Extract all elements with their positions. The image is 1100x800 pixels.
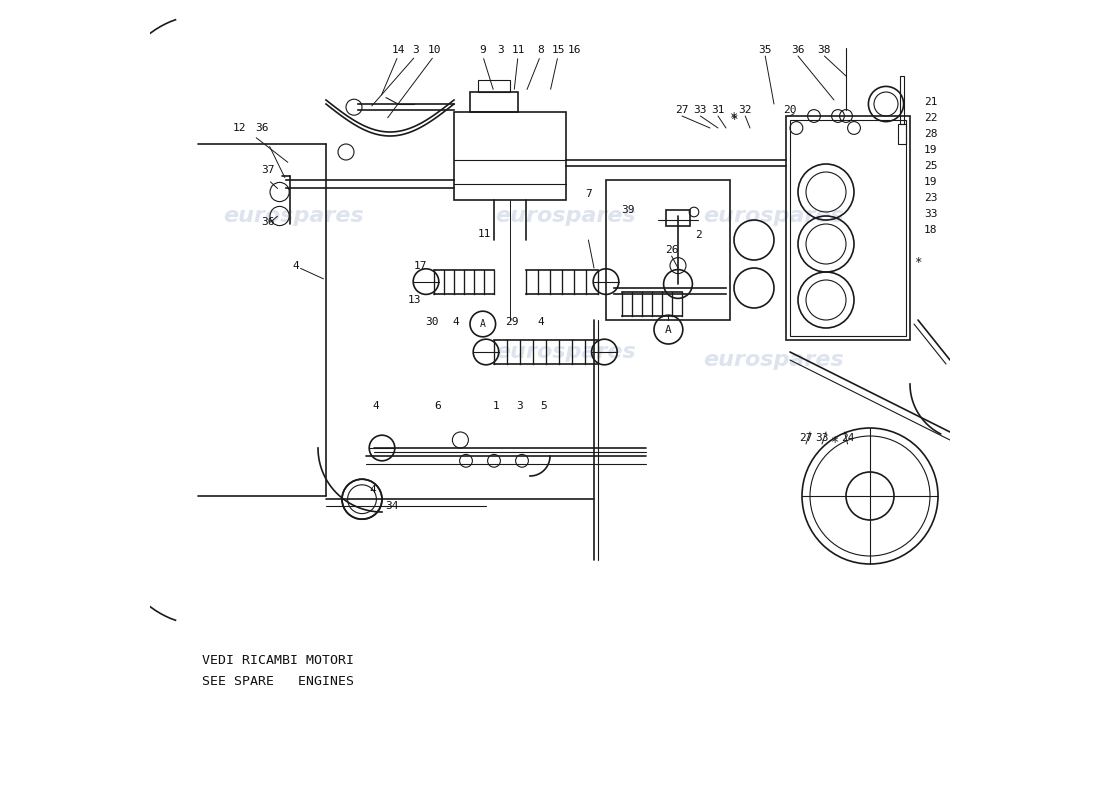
Text: 36: 36 xyxy=(262,218,275,227)
Text: 31: 31 xyxy=(712,106,725,115)
Text: 4: 4 xyxy=(372,402,379,411)
Text: 26: 26 xyxy=(664,245,679,254)
Text: 39: 39 xyxy=(621,205,635,214)
Text: 2: 2 xyxy=(695,230,702,240)
Text: *: * xyxy=(914,256,922,269)
Text: 1: 1 xyxy=(492,402,499,411)
Text: eurospares: eurospares xyxy=(704,206,845,226)
Bar xyxy=(790,120,906,336)
Text: *: * xyxy=(729,111,738,126)
Text: *: * xyxy=(830,434,839,449)
Text: 22: 22 xyxy=(924,114,937,123)
Text: 33: 33 xyxy=(815,434,828,443)
Text: 33: 33 xyxy=(924,210,937,219)
Text: 17: 17 xyxy=(414,261,427,270)
Text: A: A xyxy=(480,319,486,329)
Text: 7: 7 xyxy=(585,189,592,198)
Bar xyxy=(901,76,903,124)
Text: eurospares: eurospares xyxy=(704,350,845,370)
Text: 36: 36 xyxy=(791,46,805,55)
Text: 27: 27 xyxy=(800,434,813,443)
Text: 12: 12 xyxy=(233,123,246,133)
Text: 13: 13 xyxy=(407,295,420,305)
Text: 34: 34 xyxy=(385,501,398,510)
Text: 8: 8 xyxy=(537,46,543,55)
Text: 4: 4 xyxy=(452,317,459,326)
Text: 6: 6 xyxy=(434,402,441,411)
Text: 14: 14 xyxy=(392,46,405,55)
Text: SEE SPARE   ENGINES: SEE SPARE ENGINES xyxy=(202,675,354,688)
Text: 3: 3 xyxy=(412,46,419,55)
Text: 38: 38 xyxy=(817,46,832,55)
Text: 18: 18 xyxy=(924,226,937,235)
Text: 3: 3 xyxy=(516,402,522,411)
Text: 16: 16 xyxy=(568,46,581,55)
Text: VEDI RICAMBI MOTORI: VEDI RICAMBI MOTORI xyxy=(202,654,354,666)
Text: 3: 3 xyxy=(497,46,504,55)
Bar xyxy=(666,210,690,226)
Text: 25: 25 xyxy=(924,162,937,171)
Bar xyxy=(606,180,730,320)
Text: 9: 9 xyxy=(480,46,486,55)
Text: 24: 24 xyxy=(840,434,855,443)
Text: 20: 20 xyxy=(783,106,796,115)
Text: 30: 30 xyxy=(425,317,438,326)
Text: 27: 27 xyxy=(675,106,689,115)
Text: 23: 23 xyxy=(924,194,937,203)
Bar xyxy=(454,112,566,200)
Text: 33: 33 xyxy=(694,106,707,115)
Text: *: * xyxy=(730,114,738,126)
Bar xyxy=(470,92,518,112)
Text: eurospares: eurospares xyxy=(496,206,637,226)
Text: 5: 5 xyxy=(540,402,547,411)
Text: 10: 10 xyxy=(427,46,441,55)
Text: 21: 21 xyxy=(924,98,937,107)
Text: 4: 4 xyxy=(537,317,543,326)
Text: 11: 11 xyxy=(477,229,491,238)
Text: A: A xyxy=(666,325,672,334)
Text: 15: 15 xyxy=(551,46,564,55)
Text: 29: 29 xyxy=(505,317,518,326)
Text: 37: 37 xyxy=(262,165,275,174)
Text: 19: 19 xyxy=(924,178,937,187)
Text: 19: 19 xyxy=(924,146,937,155)
Text: 35: 35 xyxy=(759,46,772,55)
Text: 36: 36 xyxy=(255,123,268,133)
Text: eurospares: eurospares xyxy=(223,206,364,226)
Text: 4: 4 xyxy=(368,485,376,494)
Bar xyxy=(786,116,910,340)
Bar xyxy=(898,124,906,144)
Bar xyxy=(478,80,510,92)
Text: 28: 28 xyxy=(924,130,937,139)
Text: 11: 11 xyxy=(512,46,525,55)
Text: 4: 4 xyxy=(293,261,299,270)
Text: eurospares: eurospares xyxy=(496,342,637,362)
Text: 32: 32 xyxy=(738,106,752,115)
